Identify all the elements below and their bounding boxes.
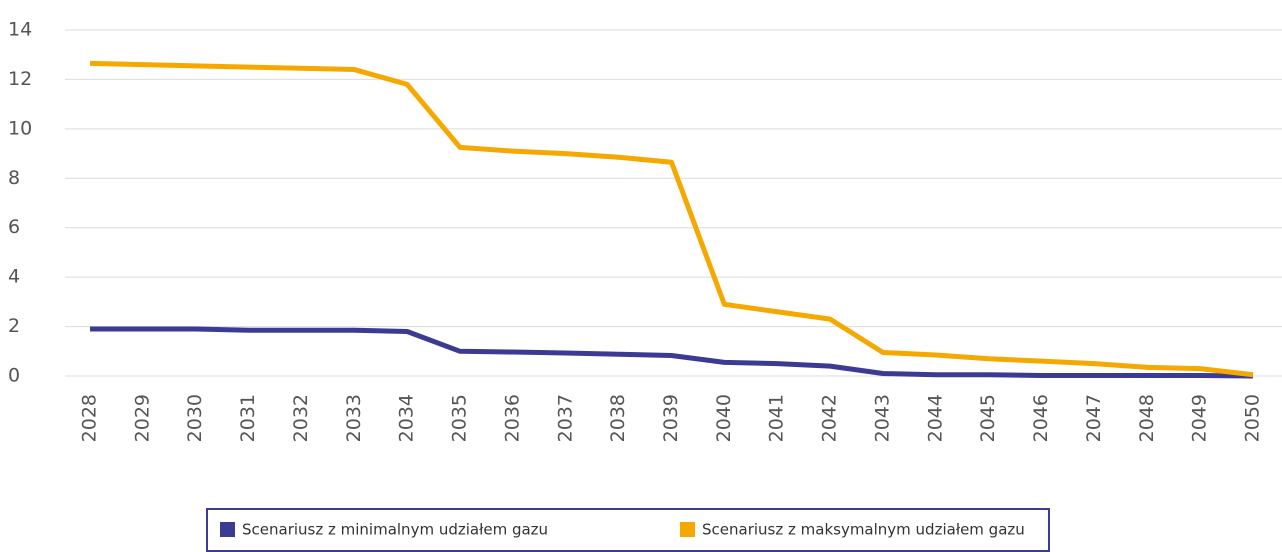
x-tick-label: 2032 <box>290 394 312 442</box>
x-tick-label: 2028 <box>79 394 101 442</box>
y-tick-label: 14 <box>8 19 32 41</box>
x-tick-label: 2037 <box>554 394 576 442</box>
x-tick-label: 2046 <box>1030 394 1052 442</box>
x-tick-label: 2050 <box>1242 394 1264 442</box>
x-tick-label: 2033 <box>343 394 365 442</box>
legend-box <box>206 508 1050 552</box>
y-tick-label: 2 <box>8 315 20 337</box>
x-tick-label: 2042 <box>819 394 841 442</box>
x-tick-label: 2029 <box>131 394 153 442</box>
x-tick-label: 2043 <box>871 394 893 442</box>
legend-swatch <box>680 522 695 537</box>
x-tick-label: 2031 <box>237 394 259 442</box>
x-tick-label: 2047 <box>1083 394 1105 442</box>
x-tick-label: 2045 <box>977 394 999 442</box>
y-tick-label: 0 <box>8 365 20 387</box>
series-line <box>90 326 1254 379</box>
y-tick-label: 12 <box>8 68 32 90</box>
x-tick-label: 2039 <box>660 394 682 442</box>
x-tick-label: 2038 <box>607 394 629 442</box>
x-tick-label: 2040 <box>713 394 735 442</box>
x-tick-label: 2034 <box>396 394 418 442</box>
y-tick-label: 10 <box>8 117 32 139</box>
legend-label: Scenariusz z minimalnym udziałem gazu <box>242 521 548 539</box>
legend: Scenariusz z minimalnym udziałem gazu Sce… <box>206 508 1050 552</box>
series-line <box>89 60 1254 378</box>
legend-label: Scenariusz z maksymalnym udziałem gazu <box>702 521 1025 539</box>
x-tick-label: 2049 <box>1189 394 1211 442</box>
x-tick-label: 2030 <box>184 394 206 442</box>
y-tick-label: 8 <box>8 167 20 189</box>
x-tick-label: 2048 <box>1136 394 1158 442</box>
legend-swatch <box>220 522 235 537</box>
y-tick-label: 4 <box>8 266 20 288</box>
y-tick-label: 6 <box>8 216 20 238</box>
x-tick-label: 2036 <box>501 394 523 442</box>
x-tick-label: 2044 <box>924 394 946 442</box>
x-tick-label: 2035 <box>449 394 471 442</box>
x-tick-label: 2041 <box>766 394 788 442</box>
